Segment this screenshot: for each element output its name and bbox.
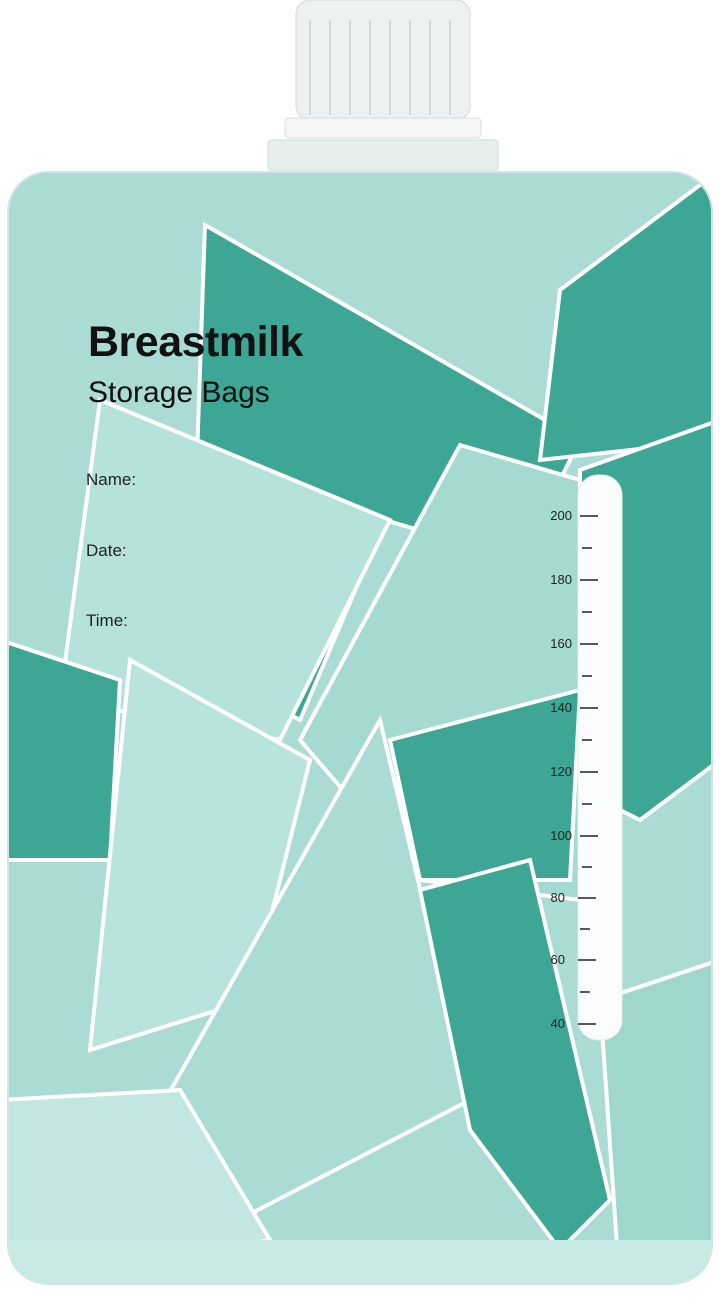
measurement-window — [577, 474, 623, 1041]
scale-label: 80 — [550, 890, 565, 905]
date-label: Date: — [86, 541, 127, 560]
scale-label: 100 — [550, 828, 572, 843]
scale-label: 180 — [550, 572, 572, 587]
scale-label: 200 — [550, 508, 572, 523]
time-label: Time: — [86, 611, 128, 630]
product-title: Breastmilk — [88, 318, 303, 366]
scale-label: 120 — [550, 764, 572, 779]
product-subtitle: Storage Bags — [88, 376, 270, 409]
scale-label: 40 — [550, 1016, 565, 1031]
scale-label: 60 — [550, 952, 565, 967]
scale-ticks — [578, 515, 598, 1025]
cap — [267, 0, 499, 171]
name-label: Name: — [86, 470, 137, 489]
scale-label: 160 — [550, 636, 572, 651]
bag-body — [8, 172, 712, 1284]
scale-label: 140 — [550, 700, 572, 715]
